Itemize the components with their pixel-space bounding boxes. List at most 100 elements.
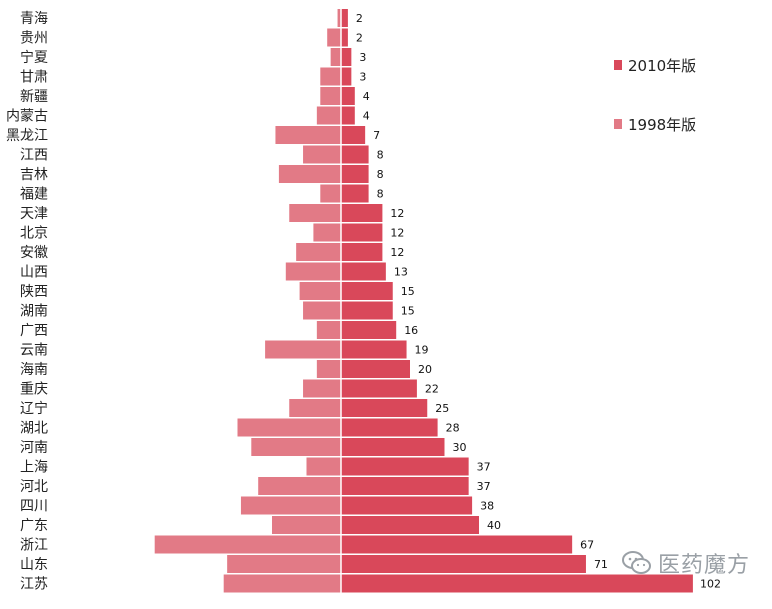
value-label-19: 22 (425, 383, 439, 396)
category-label-2: 宁夏 (20, 49, 48, 66)
bar-1998-1 (327, 28, 341, 47)
category-labels: 青海贵州宁夏甘肃新疆内蒙古黑龙江江西吉林福建天津北京安徽山西陕西湖南广西云南海南… (6, 11, 48, 593)
category-label-23: 上海 (20, 460, 48, 476)
watermark: 医药魔方 (621, 547, 750, 579)
legend: 2010年版 1998年版 (614, 57, 696, 134)
bar-1998-14 (299, 282, 341, 300)
bar-2010-0 (341, 9, 348, 27)
bar-2010-26 (341, 516, 479, 534)
bar-1998-2 (330, 48, 341, 66)
value-label-4: 4 (363, 90, 370, 103)
bar-2010-25 (341, 496, 473, 515)
category-label-18: 海南 (20, 362, 48, 378)
bar-2010-4 (341, 87, 355, 105)
bar-1998-5 (316, 106, 341, 125)
bar-1998-9 (320, 184, 341, 203)
bar-1998-28 (227, 555, 341, 573)
bar-2010-9 (341, 184, 369, 203)
bar-1998-16 (316, 321, 341, 339)
bar-1998-3 (320, 67, 341, 86)
bar-1998-8 (278, 165, 341, 183)
value-label-12: 12 (390, 246, 404, 259)
value-label-11: 12 (390, 227, 404, 240)
legend-swatch-1998 (614, 119, 622, 129)
value-label-27: 67 (580, 539, 594, 552)
value-label-28: 71 (594, 558, 608, 571)
bar-2010-19 (341, 379, 417, 398)
bar-2010-21 (341, 418, 438, 437)
category-label-24: 河北 (20, 479, 48, 495)
value-label-24: 37 (477, 480, 491, 493)
bar-2010-27 (341, 535, 573, 554)
value-label-5: 4 (363, 110, 370, 123)
bar-2010-7 (341, 145, 369, 164)
category-label-16: 广西 (20, 323, 48, 339)
value-label-1: 2 (356, 32, 363, 45)
legend-label-2010: 2010年版 (628, 57, 696, 75)
value-label-21: 28 (446, 422, 460, 435)
value-label-0: 2 (356, 12, 363, 25)
bar-2010-15 (341, 301, 393, 320)
value-label-7: 8 (377, 149, 384, 162)
value-label-18: 20 (418, 363, 432, 376)
bar-2010-24 (341, 477, 469, 495)
value-label-29: 102 (700, 578, 721, 591)
bar-2010-12 (341, 243, 383, 261)
bar-2010-11 (341, 223, 383, 242)
category-label-27: 浙江 (20, 538, 48, 554)
category-label-10: 天津 (20, 206, 48, 222)
bar-1998-25 (240, 496, 341, 515)
category-label-29: 江苏 (20, 577, 48, 593)
bar-1998-27 (154, 535, 341, 554)
value-labels: 2233447888121212131515161920222528303737… (356, 12, 721, 591)
bar-2010-29 (341, 574, 693, 593)
value-label-15: 15 (401, 305, 415, 318)
category-label-7: 江西 (20, 148, 48, 164)
category-label-20: 辽宁 (20, 400, 48, 417)
category-label-0: 青海 (20, 11, 48, 27)
value-label-3: 3 (359, 71, 366, 84)
bar-1998-24 (258, 477, 341, 495)
bar-2010-5 (341, 106, 355, 125)
bar-2010-17 (341, 340, 407, 359)
value-label-26: 40 (487, 519, 501, 532)
bar-1998-11 (313, 223, 341, 242)
bar-2010-2 (341, 48, 352, 66)
bar-1998-19 (303, 379, 341, 398)
value-label-22: 30 (453, 441, 467, 454)
bar-1998-22 (251, 438, 341, 456)
bar-2010-20 (341, 399, 428, 417)
bar-2010-8 (341, 165, 369, 183)
bar-1998-18 (316, 360, 341, 378)
legend-label-1998: 1998年版 (628, 116, 696, 134)
value-label-17: 19 (415, 344, 429, 357)
value-label-25: 38 (480, 500, 494, 513)
category-label-17: 云南 (20, 343, 48, 359)
category-label-13: 山西 (20, 265, 48, 281)
category-label-22: 河南 (20, 440, 48, 456)
value-label-16: 16 (404, 324, 418, 337)
bar-2010-23 (341, 457, 469, 476)
category-label-14: 陕西 (20, 284, 48, 300)
category-label-19: 重庆 (20, 382, 48, 398)
series-1998-bars (154, 9, 341, 593)
category-label-15: 湖南 (20, 304, 48, 320)
bar-1998-10 (289, 204, 341, 222)
wechat-icon (621, 551, 651, 574)
category-label-11: 北京 (20, 226, 48, 242)
category-label-3: 甘肃 (20, 70, 48, 86)
category-label-26: 广东 (20, 518, 48, 534)
category-label-8: 吉林 (20, 167, 48, 183)
bar-1998-7 (303, 145, 341, 164)
bar-1998-29 (223, 574, 341, 593)
value-label-20: 25 (435, 402, 449, 415)
bar-1998-15 (303, 301, 341, 320)
bar-1998-26 (272, 516, 341, 534)
category-label-1: 贵州 (20, 31, 48, 47)
value-label-10: 12 (390, 207, 404, 220)
category-label-9: 福建 (20, 187, 48, 203)
value-label-23: 37 (477, 461, 491, 474)
bar-2010-6 (341, 126, 366, 144)
value-label-9: 8 (377, 188, 384, 201)
